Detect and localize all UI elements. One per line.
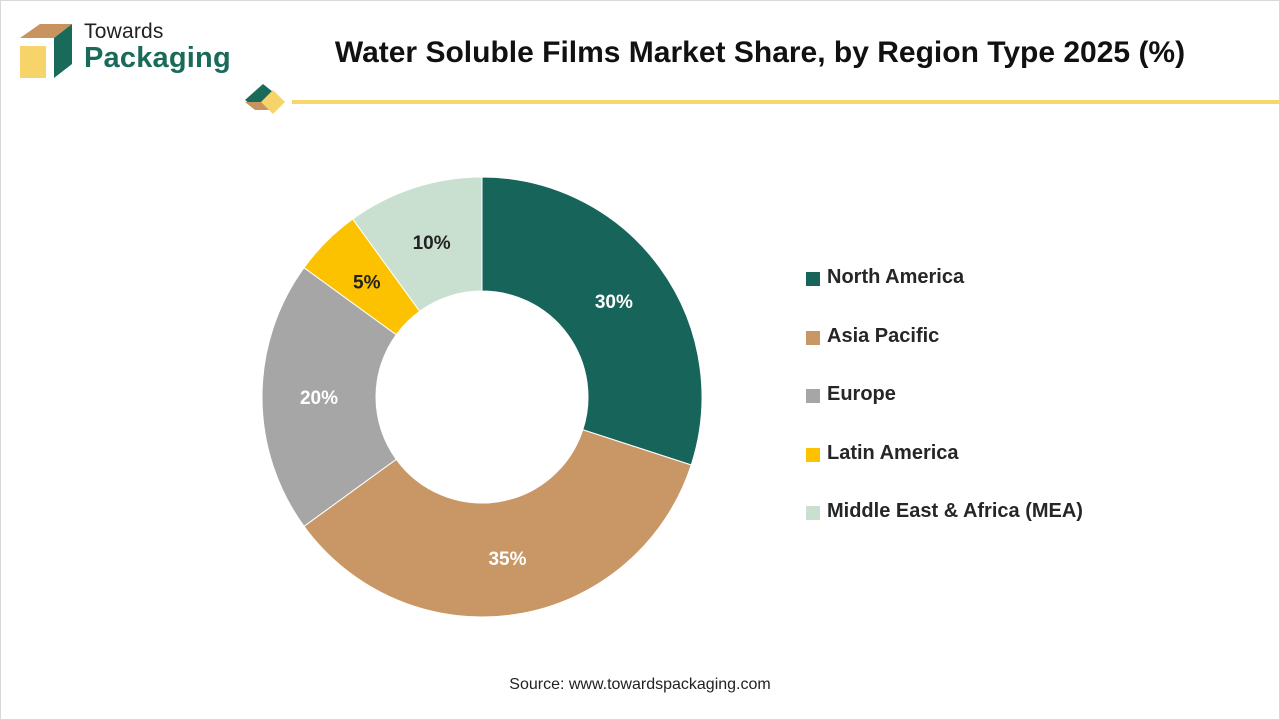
data-label-europe: 20% xyxy=(300,388,338,409)
legend-swatch-europe xyxy=(806,389,820,404)
slice-north-america xyxy=(481,176,703,466)
data-label-latin-america: 5% xyxy=(353,273,381,294)
source-note: Source: www.towardspackaging.com xyxy=(509,676,771,693)
data-label-asia-pacific: 35% xyxy=(488,549,526,570)
legend-swatch-latin-america xyxy=(806,447,820,462)
accent-divider-line xyxy=(292,100,1280,104)
legend-label-europe: Europe xyxy=(827,383,896,406)
chart-legend: North America Asia Pacific Europe Latin Ame… xyxy=(806,266,1083,559)
legend-swatch-asia-pacific xyxy=(806,330,820,345)
chart-title: Water Soluble Films Market Share, by Reg… xyxy=(334,36,1186,69)
data-label-middle-east-africa-mea: 10% xyxy=(413,233,451,254)
legend-label-north-america: North America xyxy=(827,266,965,288)
legend-item-asia-pacific: Asia Pacific xyxy=(806,325,1083,384)
legend-label-middle-east-africa-mea: Middle East & Africa (MEA) xyxy=(827,500,1083,523)
box-icon xyxy=(20,24,72,78)
brand-logo: Towards Packaging xyxy=(16,20,236,82)
legend-swatch-middle-east-africa-mea xyxy=(806,506,820,521)
slice-asia-pacific xyxy=(303,429,692,618)
legend-item-north-america: North America xyxy=(806,266,1083,325)
data-label-north-america: 30% xyxy=(595,292,633,313)
brand-name-bottom: Packaging xyxy=(84,42,231,74)
legend-label-latin-america: Latin America xyxy=(827,441,959,464)
brand-name-top: Towards xyxy=(84,20,164,43)
legend-item-latin-america: Latin America xyxy=(806,442,1083,501)
legend-item-middle-east-africa-mea: Middle East & Africa (MEA) xyxy=(806,500,1083,559)
legend-item-europe: Europe xyxy=(806,383,1083,442)
legend-swatch-north-america xyxy=(806,272,820,286)
slice-middle-east-africa-mea xyxy=(351,176,483,312)
slice-europe xyxy=(261,266,397,528)
divider-diamond-icon xyxy=(245,84,285,114)
legend-label-asia-pacific: Asia Pacific xyxy=(827,324,940,347)
